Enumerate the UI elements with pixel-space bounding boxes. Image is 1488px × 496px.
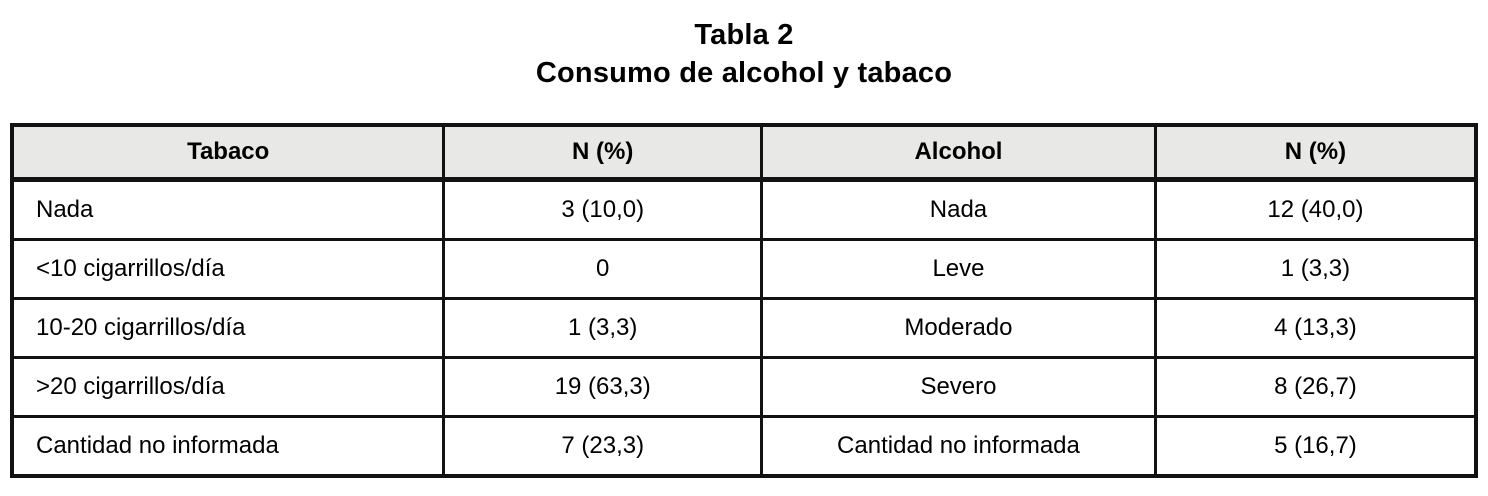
table-row: >20 cigarrillos/día 19 (63,3) Severo 8 (… xyxy=(10,355,1478,418)
table-row: 10-20 cigarrillos/día 1 (3,3) Moderado 4… xyxy=(10,296,1478,359)
table-row: <10 cigarrillos/día 0 Leve 1 (3,3) xyxy=(10,237,1478,300)
table-cell: 19 (63,3) xyxy=(442,355,764,418)
table-cell: Moderado xyxy=(760,296,1157,359)
table-cell: 10-20 cigarrillos/día xyxy=(10,296,446,359)
table-row: Cantidad no informada 7 (23,3) Cantidad … xyxy=(10,414,1478,478)
header-alcohol: Alcohol xyxy=(760,123,1157,182)
table-cell: Severo xyxy=(760,355,1157,418)
table-row: Nada 3 (10,0) Nada 12 (40,0) xyxy=(10,177,1478,241)
table-cell: 12 (40,0) xyxy=(1153,177,1478,241)
table-cell: 8 (26,7) xyxy=(1153,355,1478,418)
table-cell: Cantidad no informada xyxy=(760,414,1157,478)
header-n-pct-alcohol: N (%) xyxy=(1153,123,1478,182)
table-title: Tabla 2 Consumo de alcohol y tabaco xyxy=(0,0,1488,93)
table-cell: 3 (10,0) xyxy=(442,177,764,241)
table-cell: Nada xyxy=(760,177,1157,241)
table-cell: 1 (3,3) xyxy=(1153,237,1478,300)
table-cell: 4 (13,3) xyxy=(1153,296,1478,359)
header-tabaco: Tabaco xyxy=(10,123,446,182)
consumption-table: Tabaco N (%) Alcohol N (%) Nada 3 (10,0)… xyxy=(10,122,1478,478)
table-cell: 5 (16,7) xyxy=(1153,414,1478,478)
table-cell: Cantidad no informada xyxy=(10,414,446,478)
table-cell: <10 cigarrillos/día xyxy=(10,237,446,300)
table-title-line2: Consumo de alcohol y tabaco xyxy=(535,57,953,90)
header-n-pct-tabaco: N (%) xyxy=(442,123,764,182)
table-cell: 7 (23,3) xyxy=(442,414,764,478)
table-cell: >20 cigarrillos/día xyxy=(10,355,446,418)
header-row: Tabaco N (%) Alcohol N (%) xyxy=(10,123,1478,182)
table-cell: 1 (3,3) xyxy=(442,296,764,359)
table-cell: Nada xyxy=(10,177,446,241)
table-cell: 0 xyxy=(442,237,764,300)
table-cell: Leve xyxy=(760,237,1157,300)
table-title-line1: Tabla 2 xyxy=(694,19,794,51)
